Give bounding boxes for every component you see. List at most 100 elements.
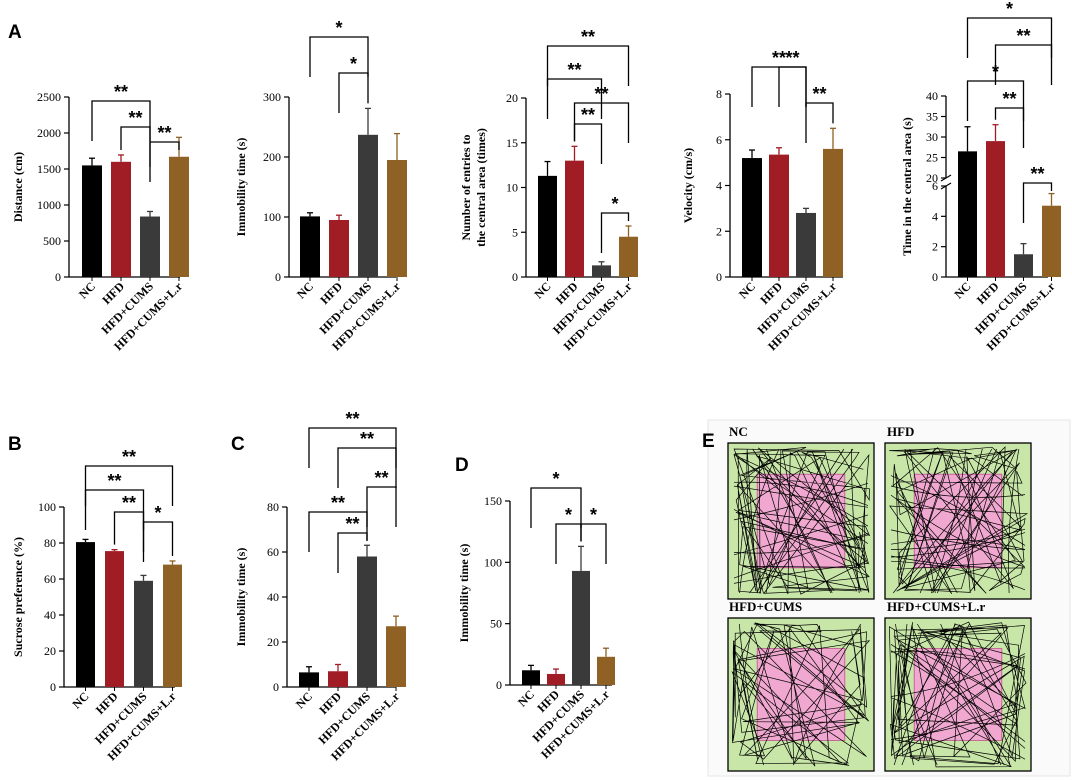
significance-bracket [337, 532, 368, 573]
y-tick-label: 2000 [37, 126, 61, 140]
significance-marker: ** [360, 429, 374, 449]
trajectory-crossings [739, 623, 862, 766]
y-tick-label: 15 [506, 136, 518, 150]
bar-hfd [565, 160, 584, 277]
x-tick-label: NC [531, 279, 553, 301]
panel-letter: C [231, 434, 245, 455]
bar-hfd-cums-l-r [386, 626, 406, 687]
y-tick-label: 20 [506, 91, 518, 105]
y-axis-label: Sucrose preference (%) [11, 537, 25, 657]
y-tick-label: 60 [44, 572, 56, 586]
x-tick-label: NC [736, 279, 758, 301]
bar-hfd [111, 161, 131, 277]
significance-bracket [149, 141, 180, 182]
significance-marker: ** [374, 468, 388, 488]
significance-marker: * [552, 469, 559, 489]
bar-hfd-cums [572, 570, 590, 685]
y-axis-label: Immobility time (s) [234, 548, 248, 647]
trajectory-perimeter [733, 446, 870, 595]
significance-bracket [366, 486, 397, 527]
significance-bracket [580, 523, 607, 564]
significance-bracket [573, 123, 603, 164]
arena-label: HFD+CUMS+L.r [887, 599, 985, 614]
significance-marker: ** [114, 82, 128, 102]
significance-bracket [573, 102, 630, 143]
bar-nc [958, 151, 977, 277]
significance-marker: * [590, 505, 597, 525]
significance-bracket [530, 487, 582, 528]
bar-nc [538, 175, 557, 277]
x-tick-label: NC [951, 279, 973, 301]
significance-bracket [338, 72, 369, 113]
significance-marker: * [350, 54, 357, 74]
arena-label: NC [729, 424, 748, 439]
y-tick-label: 30 [926, 130, 938, 144]
arena-hfd: HFD [884, 424, 1032, 600]
bar-nc [82, 165, 102, 277]
bar-hfd [105, 551, 124, 687]
significance-marker: ** [1030, 164, 1044, 184]
significance-bracket [600, 212, 630, 253]
trajectory-crossings [890, 448, 1026, 594]
y-tick-label: 0 [716, 270, 722, 284]
bar-hfd-cums [1014, 254, 1033, 277]
y-tick-label: 0 [273, 680, 279, 694]
y-tick-label: 4 [716, 179, 722, 193]
significance-bracket [805, 102, 834, 143]
bar-hfd [769, 154, 789, 277]
chart-panel-3: 0 5 10 15 20 Number of entries to the central … [459, 27, 638, 353]
y-tick-label: 35 [926, 110, 938, 124]
significance-marker: * [335, 18, 342, 38]
y-tick-label: 0 [512, 270, 518, 284]
significance-marker: ** [581, 105, 595, 125]
y-tick-label: 20 [267, 635, 279, 649]
significance-marker: ** [772, 48, 786, 68]
significance-bracket [555, 523, 582, 564]
y-tick-label: 6 [932, 179, 938, 193]
trajectory-crossings [733, 448, 869, 594]
bar-hfd-cums [592, 265, 611, 277]
y-axis-label: Distance (cm) [11, 152, 25, 222]
trajectory-perimeter [889, 446, 1029, 595]
y-tick-label: 200 [263, 150, 281, 164]
bar-hfd-cums-l-r [163, 564, 182, 687]
x-tick-label: NC [294, 279, 316, 301]
significance-marker: * [992, 62, 999, 82]
arena-label: HFD [887, 424, 914, 439]
significance-marker: ** [1016, 26, 1030, 46]
y-tick-label: 0 [932, 270, 938, 284]
significance-bracket [113, 511, 145, 552]
y-tick-label: 500 [43, 234, 61, 248]
y-axis-label: the central area (times) [474, 128, 488, 247]
significance-bracket [337, 447, 397, 488]
y-tick-label: 0 [50, 680, 56, 694]
panel-letter: E [702, 431, 715, 452]
bar-nc [300, 216, 320, 277]
significance-bracket [91, 100, 151, 141]
y-tick-label: 50 [490, 617, 502, 631]
significance-bracket [546, 78, 603, 119]
bar-hfd-cums [796, 212, 816, 277]
significance-marker: * [565, 505, 572, 525]
bar-hfd [329, 220, 349, 277]
trajectory-perimeter [889, 621, 1027, 768]
significance-marker: ** [128, 108, 142, 128]
y-tick-label: 300 [263, 90, 281, 104]
y-tick-label: 10 [506, 181, 518, 195]
significance-bracket [142, 521, 174, 562]
significance-bracket [966, 17, 1053, 58]
significance-marker: ** [107, 471, 121, 491]
bar-hfd [328, 671, 348, 687]
significance-bracket [1022, 182, 1053, 223]
bar-hfd [547, 673, 565, 685]
bar-nc [522, 670, 540, 685]
y-tick-label: 0 [55, 270, 61, 284]
significance-bracket [994, 107, 1025, 148]
significance-marker: * [1006, 0, 1013, 19]
bar-hfd-cums-l-r [387, 160, 407, 277]
